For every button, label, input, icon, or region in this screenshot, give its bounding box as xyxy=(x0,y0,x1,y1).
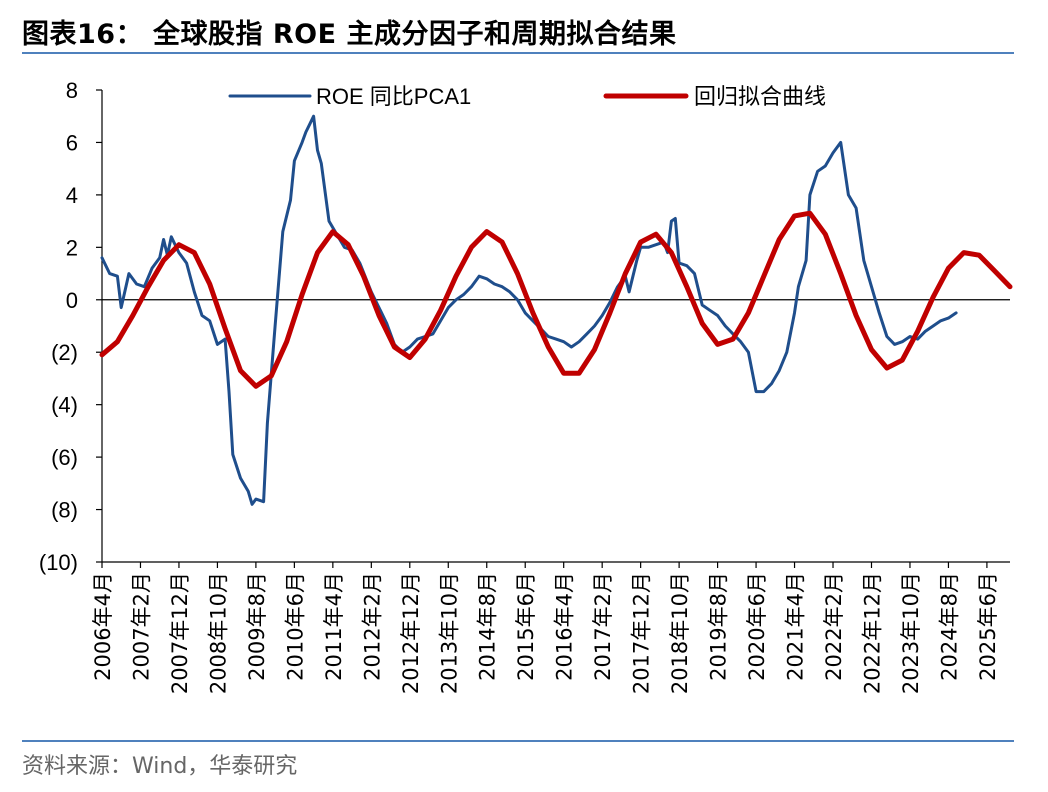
y-axis: 8 6 4 2 0 (2) (4) (6) (8) (10) xyxy=(39,78,103,575)
footer-divider xyxy=(22,740,1014,742)
x-tick-label: 2017年2月 xyxy=(591,572,615,681)
x-tick-label: 2019年8月 xyxy=(707,572,731,681)
x-tick-label: 2015年6月 xyxy=(514,572,538,681)
y-tick-label: (10) xyxy=(39,550,78,575)
x-tick-label: 2022年12月 xyxy=(860,572,884,694)
x-tick-label: 2017年12月 xyxy=(630,572,654,694)
x-tick-label: 2010年6月 xyxy=(283,572,307,681)
y-tick-label: 6 xyxy=(66,130,78,155)
y-tick-label: (8) xyxy=(51,498,78,523)
series-line-fit-curve xyxy=(99,210,1013,389)
x-tick-label: 2012年12月 xyxy=(399,572,423,694)
x-tick-label: 2013年10月 xyxy=(437,572,461,694)
x-tick-label: 2009年8月 xyxy=(245,572,269,681)
x-tick-label: 2024年8月 xyxy=(937,572,961,681)
x-tick-label: 2011年4月 xyxy=(322,572,346,681)
x-tick-label: 2025年6月 xyxy=(976,572,1000,681)
chart-canvas: 8 6 4 2 0 (2) (4) (6) (8) (10) 2006年4月 2007年2月 2007… xyxy=(39,78,1013,694)
x-tick-label: 2014年8月 xyxy=(476,572,500,681)
x-tick-label: 2008年10月 xyxy=(206,572,230,694)
x-tick-label: 2007年2月 xyxy=(129,572,153,681)
x-tick-label: 2023年10月 xyxy=(899,572,923,694)
x-axis: 2006年4月 2007年2月 2007年12月 2008年10月 2009年8月 201… xyxy=(91,299,1010,694)
y-tick-label: (6) xyxy=(51,445,78,470)
y-tick-label: 8 xyxy=(66,78,78,103)
x-tick-label: 2012年2月 xyxy=(360,572,384,681)
y-tick-label: 4 xyxy=(66,183,78,208)
figure-title: 图表16： 全球股指 ROE 主成分因子和周期拟合结果 xyxy=(22,19,677,50)
y-tick-label: (4) xyxy=(51,393,78,418)
x-tick-label: 2022年2月 xyxy=(822,572,846,681)
x-tick-label: 2016年4月 xyxy=(553,572,577,681)
title-divider xyxy=(22,52,1014,54)
legend-label: ROE 同比PCA1 xyxy=(316,84,471,109)
x-tick-label: 2021年4月 xyxy=(784,572,808,681)
y-tick-label: 2 xyxy=(66,235,78,260)
x-tick-label: 2006年4月 xyxy=(91,572,115,681)
legend: ROE 同比PCA1 回归拟合曲线 xyxy=(228,84,826,109)
y-tick-label: 0 xyxy=(66,288,78,313)
series-line-roe-pca1 xyxy=(100,114,958,506)
series-group xyxy=(99,114,1013,506)
x-tick-label: 2018年10月 xyxy=(668,572,692,694)
x-tick-label: 2007年12月 xyxy=(168,572,192,694)
source-note: 资料来源：Wind，华泰研究 xyxy=(22,754,298,779)
x-tick-label: 2020年6月 xyxy=(745,572,769,681)
y-tick-label: (2) xyxy=(51,340,78,365)
legend-label: 回归拟合曲线 xyxy=(694,84,826,109)
